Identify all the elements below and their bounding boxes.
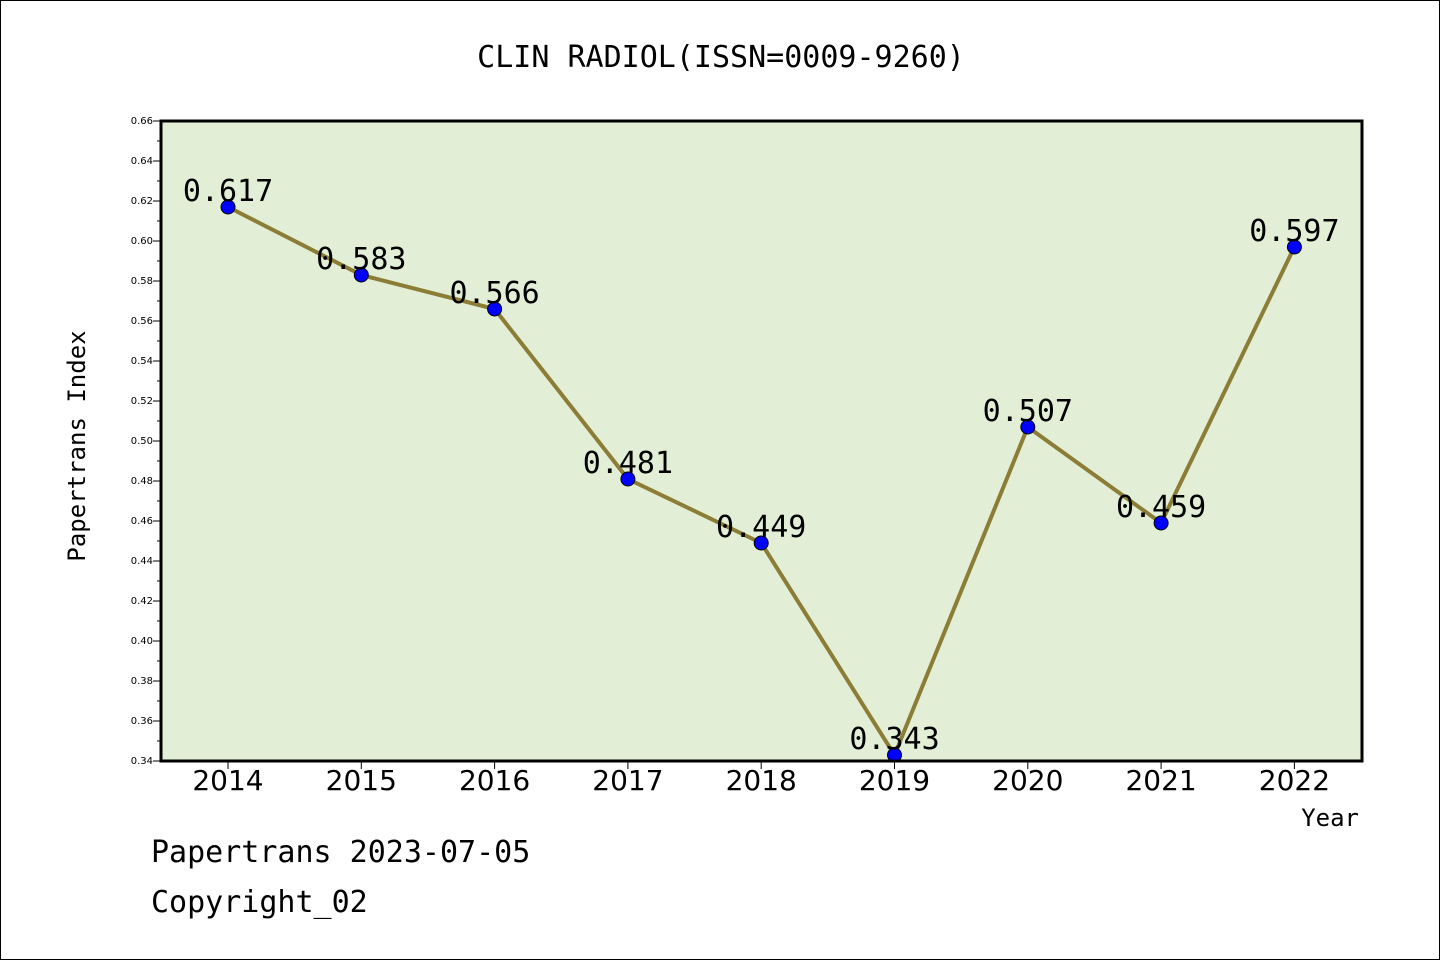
data-point <box>753 535 769 551</box>
x-tick-label: 2018 <box>726 764 797 797</box>
data-point <box>1153 515 1169 531</box>
x-axis: 2014 2015 2016 2017 2018 2019 2020 2021 2022 <box>192 761 1330 797</box>
x-tick-label: 2017 <box>592 764 663 797</box>
chart-title: CLIN RADIOL(ISSN=0009-9260) <box>477 40 965 75</box>
y-tick-label: 0.42 <box>131 596 153 607</box>
x-tick-label: 2020 <box>992 764 1063 797</box>
data-point <box>620 471 636 487</box>
y-tick-label: 0.52 <box>131 396 153 407</box>
y-tick-label: 0.50 <box>131 436 153 447</box>
data-point <box>1020 419 1036 435</box>
y-tick-label: 0.56 <box>131 316 153 327</box>
data-label: 0.343 <box>849 722 939 757</box>
data-point <box>487 301 503 317</box>
plot-area <box>161 121 1362 761</box>
data-point <box>1286 239 1302 255</box>
y-tick-label: 0.66 <box>131 116 153 127</box>
data-label: 0.617 <box>183 174 273 209</box>
data-point <box>220 199 236 215</box>
x-axis-label: Year <box>1301 804 1359 832</box>
x-tick-label: 2021 <box>1125 764 1196 797</box>
data-point <box>353 267 369 283</box>
x-tick-label: 2015 <box>326 764 397 797</box>
data-label: 0.507 <box>983 394 1073 429</box>
y-tick-label: 0.58 <box>131 276 153 287</box>
data-label: 0.481 <box>583 446 673 481</box>
y-tick-label: 0.36 <box>131 716 153 727</box>
y-tick-label: 0.64 <box>131 156 153 167</box>
data-label: 0.566 <box>449 276 539 311</box>
x-tick-label: 2022 <box>1259 764 1330 797</box>
data-label: 0.583 <box>316 242 406 277</box>
data-label: 0.449 <box>716 510 806 545</box>
series: 0.617 0.583 0.566 0.481 0.449 0.343 0.507 0.459… <box>183 174 1340 763</box>
footer-copyright-line: Copyright_02 <box>151 885 368 920</box>
y-tick-label: 0.60 <box>131 236 153 247</box>
y-tick-label: 0.34 <box>131 756 153 767</box>
x-tick-label: 2019 <box>859 764 930 797</box>
y-tick-label: 0.48 <box>131 476 153 487</box>
y-axis-label: Papertrans Index <box>63 330 91 561</box>
data-label: 0.459 <box>1116 490 1206 525</box>
y-tick-label: 0.38 <box>131 676 153 687</box>
y-tick-label: 0.54 <box>131 356 153 367</box>
y-tick-label: 0.44 <box>131 556 153 567</box>
x-tick-label: 2016 <box>459 764 530 797</box>
data-label: 0.597 <box>1249 214 1339 249</box>
x-tick-label: 2014 <box>192 764 263 797</box>
footer-date-line: Papertrans 2023-07-05 <box>151 835 531 870</box>
y-tick-label: 0.62 <box>131 196 153 207</box>
y-axis: 0.34 0.36 0.38 0.40 0.42 0.44 0.46 0.48 0.50 0.52… <box>131 116 161 767</box>
y-tick-label: 0.46 <box>131 516 153 527</box>
y-tick-label: 0.40 <box>131 636 153 647</box>
plot-border <box>159 119 1364 763</box>
